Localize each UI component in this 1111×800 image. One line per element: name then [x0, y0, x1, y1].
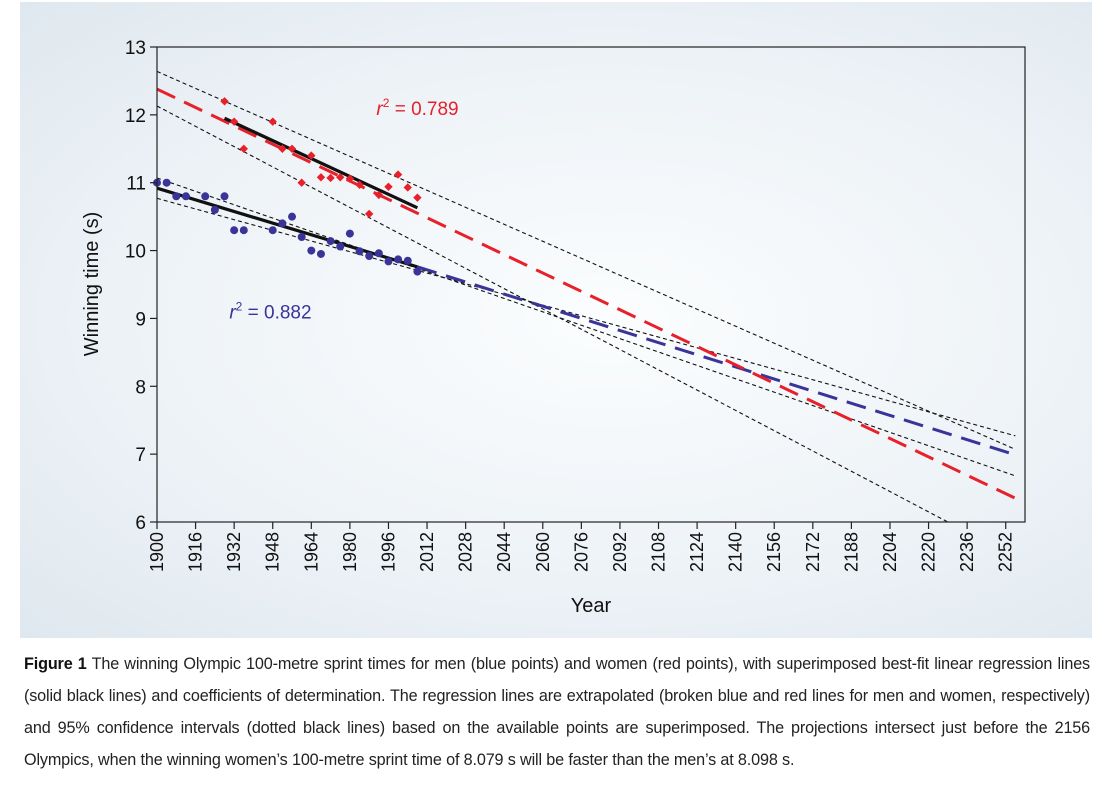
women-data-point [403, 183, 412, 192]
men-extrapolation-line [416, 265, 1016, 457]
x-axis-label: Year [571, 595, 612, 617]
y-tick-label: 10 [125, 242, 146, 263]
x-tick-label: 2140 [726, 532, 746, 572]
women-data-point [393, 170, 403, 179]
x-tick-label: 2108 [649, 532, 669, 572]
x-tick-label: 1996 [378, 532, 398, 572]
men-data-point [384, 257, 393, 266]
women-fit-line [223, 116, 419, 210]
men-data-point [336, 242, 345, 251]
x-tick-label: 1964 [301, 532, 321, 572]
men-data-point [403, 256, 412, 265]
x-tick-label: 2204 [880, 532, 900, 572]
men-data-point [181, 192, 190, 201]
y-tick-label: 13 [125, 38, 146, 59]
x-tick-label: 2044 [494, 532, 514, 572]
men-data-point [307, 246, 316, 255]
women-data-point [364, 209, 374, 219]
men-data-point [394, 255, 403, 264]
women-data-point [278, 144, 287, 153]
x-tick-label: 1980 [340, 532, 360, 572]
women-data-point [345, 174, 355, 183]
x-tick-label: 2012 [417, 532, 437, 572]
men-data-point [210, 205, 219, 214]
men-data-point [297, 233, 306, 241]
men-fit-line [157, 186, 418, 269]
figure-caption: Figure 1 The winning Olympic 100-metre s… [24, 648, 1090, 776]
y-tick-label: 12 [125, 106, 146, 127]
women-data-point [384, 182, 393, 191]
x-tick-label: 1916 [186, 532, 206, 572]
x-tick-label: 2220 [919, 532, 939, 572]
women-data-point [336, 173, 345, 182]
men-data-point [172, 192, 181, 201]
women-data-point [355, 180, 364, 189]
x-tick-label: 2076 [571, 532, 591, 572]
men-data-point [355, 247, 364, 256]
x-tick-label: 2124 [687, 532, 707, 572]
women-r-squared-label: r2 = 0.789 [376, 96, 458, 120]
women-data-point [239, 144, 248, 153]
x-tick-label: 2060 [533, 532, 553, 572]
x-tick-label: 2172 [803, 532, 823, 572]
y-tick-label: 8 [135, 377, 146, 398]
x-tick-label: 2188 [841, 532, 861, 572]
men-data-point [230, 226, 239, 235]
women-data-point [268, 117, 277, 126]
men-data-point [413, 267, 422, 276]
women-ci-upper-line [157, 70, 1016, 450]
x-tick-label: 2252 [996, 532, 1016, 572]
y-tick-label: 7 [135, 445, 146, 466]
women-data-point [220, 97, 229, 106]
women-data-point [287, 144, 297, 153]
men-data-point [162, 178, 171, 187]
men-data-point [201, 192, 210, 201]
olympic-sprint-chart: 6 7 8 9 10 11 12 13 1900 1916 1932 1948 1964 1980 1996… [81, 38, 1026, 617]
plot-frame [156, 46, 1026, 523]
men-data-point [268, 226, 277, 235]
x-tick-label: 1932 [224, 532, 244, 572]
x-tick-label: 2028 [456, 532, 476, 572]
y-tick-label: 6 [135, 513, 146, 534]
y-axis-label: Winning time (s) [81, 212, 103, 356]
women-data-point [413, 193, 422, 202]
men-data-point [278, 219, 287, 228]
women-data-point [297, 178, 306, 187]
men-data-point [288, 212, 297, 221]
x-tick-label: 1948 [263, 532, 283, 572]
women-data-point [374, 190, 384, 200]
men-data-point [345, 229, 354, 238]
women-extrapolation-line [157, 87, 1017, 500]
caption-text: The winning Olympic 100-metre sprint tim… [24, 655, 1090, 769]
x-tick-label: 2156 [764, 532, 784, 572]
women-data-point [229, 117, 239, 126]
men-data-point [220, 192, 229, 201]
women-data-point [307, 151, 316, 160]
x-tick-label: 1900 [147, 532, 167, 572]
men-ci-upper-line [157, 177, 1016, 477]
caption-label: Figure 1 [24, 655, 87, 673]
figure-panel: 6 7 8 9 10 11 12 13 1900 1916 1932 1948 1964 1980 1996… [20, 2, 1092, 638]
men-data-point [239, 226, 248, 235]
y-tick-label: 11 [126, 174, 146, 195]
men-data-point [374, 249, 383, 258]
men-data-point [326, 237, 335, 246]
x-tick-label: 2236 [957, 532, 977, 572]
x-tick-label: 2092 [610, 532, 630, 572]
women-data-point [316, 173, 326, 182]
y-tick-label: 9 [135, 309, 146, 330]
men-r-squared-label: r2 = 0.882 [229, 299, 311, 323]
women-data-point [326, 173, 335, 183]
men-data-point [365, 252, 374, 260]
women-ci-lower-line [157, 105, 949, 522]
men-data-point [316, 249, 325, 258]
